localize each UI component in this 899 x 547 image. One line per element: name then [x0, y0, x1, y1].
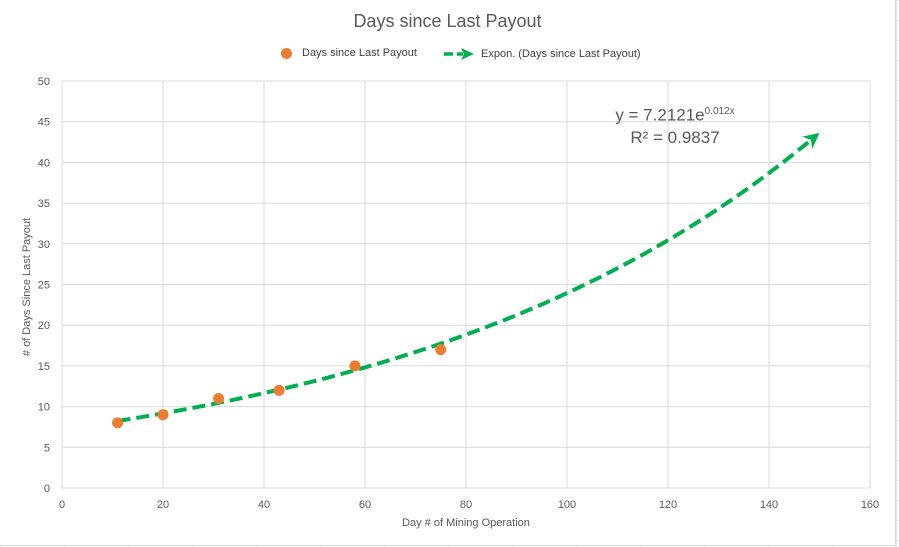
trendline-curve [117, 138, 812, 423]
x-tick-label: 140 [760, 499, 778, 511]
tick-labels: 0 5 10 15 20 25 30 35 40 45 50 0 20 40 60 80 100 120 140 16… [38, 76, 879, 511]
x-tick-label: 100 [558, 499, 576, 511]
legend-item-series: Days since Last Payout [281, 47, 417, 59]
y-tick-label: 40 [38, 157, 50, 169]
trendline-r-squared: R² = 0.9837 [630, 128, 720, 147]
x-tick-label: 40 [258, 499, 270, 511]
y-tick-label: 45 [38, 117, 50, 129]
trendline-layer [117, 132, 820, 423]
y-tick-label: 20 [38, 320, 50, 332]
legend-series-label: Days since Last Payout [302, 47, 417, 59]
y-tick-label: 10 [38, 402, 50, 414]
y-tick-label: 5 [44, 442, 50, 454]
x-tick-label: 20 [157, 499, 169, 511]
data-point [349, 360, 361, 372]
legend-trendline-marker [444, 48, 474, 60]
legend-item-trendline: Expon. (Days since Last Payout) [443, 47, 641, 61]
data-point [273, 384, 285, 396]
legend-trendline-label: Expon. (Days since Last Payout) [481, 48, 641, 60]
chart-title: Days since Last Payout [353, 11, 542, 31]
y-axis-title: # of Days Since Last Payout [21, 217, 33, 357]
legend: Days since Last Payout Expon. (Days sinc… [0, 47, 895, 65]
x-tick-label: 60 [359, 499, 371, 511]
data-points [112, 344, 447, 429]
legend-series-marker [281, 47, 292, 59]
data-point [213, 392, 225, 404]
data-point [435, 344, 447, 356]
x-tick-label: 0 [59, 499, 65, 511]
data-point [157, 409, 169, 421]
y-tick-label: 0 [44, 483, 50, 495]
x-axis-title: Day # of Mining Operation [402, 517, 530, 529]
y-tick-label: 15 [38, 361, 50, 373]
y-tick-label: 30 [38, 239, 50, 251]
y-tick-label: 25 [38, 280, 50, 292]
y-tick-label: 50 [38, 76, 50, 88]
x-tick-label: 160 [861, 499, 879, 511]
data-point [112, 417, 124, 429]
trendline-arrowhead [802, 132, 820, 150]
y-tick-label: 35 [38, 198, 50, 210]
x-tick-label: 80 [460, 499, 472, 511]
x-tick-label: 120 [659, 499, 677, 511]
trendline-equation: y = 7.2121e0.012x [615, 105, 735, 125]
